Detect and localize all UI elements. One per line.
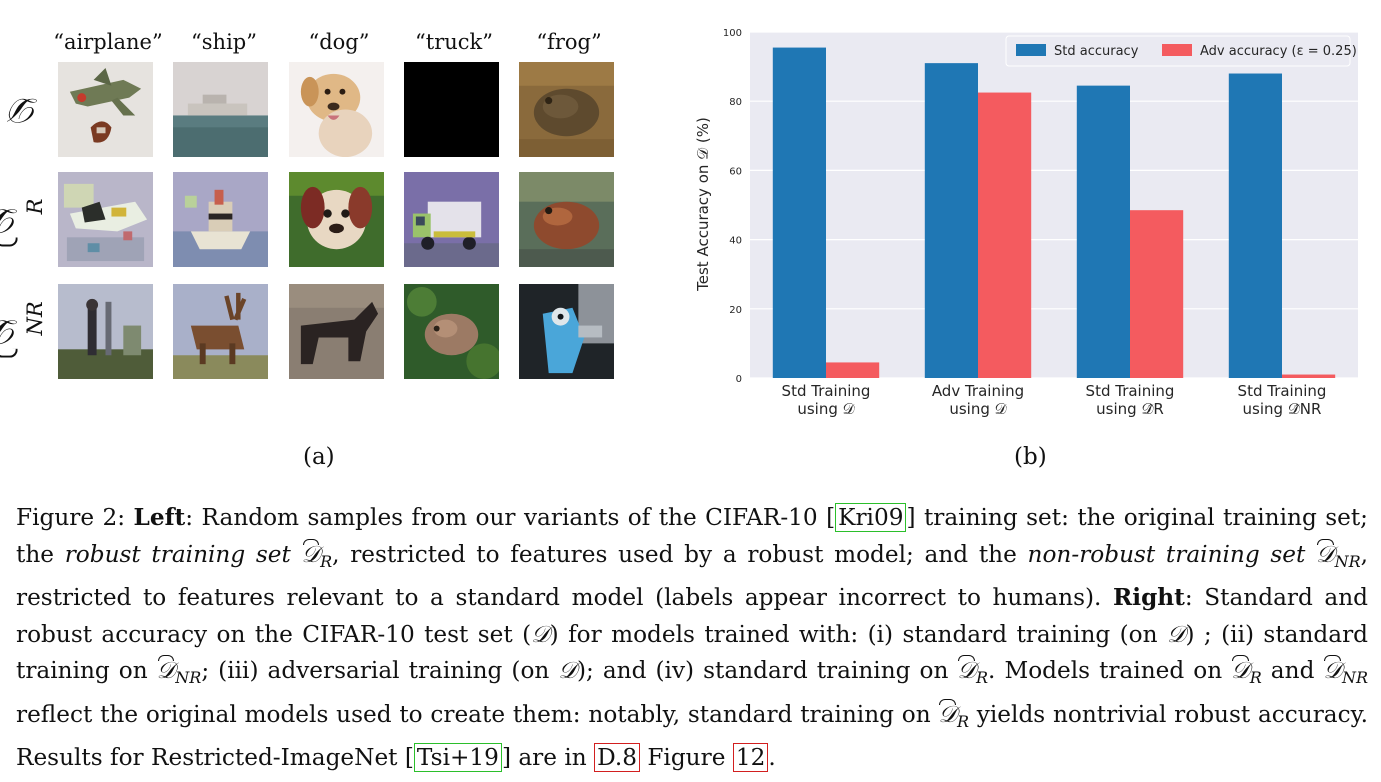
panel-a-sample-grid: “airplane” “ship” “dog” “truck” “frog” 𝒟… [0,0,640,480]
sample-image-original-airplane [58,62,153,157]
column-label-truck: “truck” [415,30,493,54]
sample-image-robust-dog [289,172,384,267]
caption-right-label: Right [1113,584,1185,611]
sample-image-robust-frog [519,172,614,267]
column-label-frog: “frog” [536,30,602,54]
citation-tsi19[interactable]: Tsi+19 [413,743,502,772]
bar-adv-1 [978,92,1032,379]
citation-kri09[interactable]: Kri09 [835,503,907,532]
y-tick-label: 0 [736,374,742,385]
sample-image-original-dog [289,62,384,157]
legend-swatch-std [1016,44,1046,56]
y-axis-label: Test Accuracy on 𝒟 (%) [694,117,712,292]
bar-std-0 [772,47,826,378]
legend-swatch-adv [1162,44,1192,56]
row-label-non-robust: 𝒟NR [0,284,47,379]
ref-appendix-d8[interactable]: D.8 [594,743,640,772]
chart-legend: Std accuracy Adv accuracy (ε = 0.25) [1005,35,1357,67]
caption-fig-number: Figure 2: [16,504,134,531]
sample-image-original-frog [519,62,614,157]
figure-caption: Figure 2: Left: Random samples from our … [16,503,1369,772]
column-label-dog: “dog” [308,30,370,54]
panel-a-caption: (a) [303,444,335,470]
sample-image-robust-ship [173,172,268,267]
bar-std-3 [1228,73,1282,378]
sample-image-non-robust-frog [519,284,614,379]
math-d-hat: 𝒟 [302,537,320,574]
legend-label-adv: Adv accuracy (ε = 0.25) [1200,44,1357,59]
row-label-robust: 𝒟R [0,172,47,267]
y-tick-label: 40 [729,236,742,247]
bar-std-1 [924,63,978,378]
sample-image-non-robust-ship [173,284,268,379]
x-tick-label: using 𝒟 [949,400,1006,418]
sample-image-original-ship [173,62,268,157]
bar-std-2 [1076,85,1130,378]
sample-image-original-truck [404,62,499,157]
bar-adv-0 [826,362,880,378]
bar-adv-2 [1130,210,1184,378]
y-tick-label: 80 [729,97,742,108]
ref-figure-12[interactable]: 12 [732,743,769,772]
x-tick-label: using 𝒟 [797,400,854,418]
x-tick-label: Std Training [782,382,871,400]
column-label-ship: “ship” [191,30,257,54]
x-tick-label: Adv Training [932,382,1024,400]
x-tick-label: Std Training [1238,382,1327,400]
x-tick-label: using 𝒟̂R [1096,400,1164,418]
x-tick-label: Std Training [1086,382,1175,400]
caption-left-label: Left [133,504,186,531]
sample-image-non-robust-dog [289,284,384,379]
y-tick-label: 100 [723,28,742,39]
y-tick-label: 20 [729,305,742,316]
sample-image-non-robust-truck [404,284,499,379]
column-label-airplane: “airplane” [53,30,163,54]
legend-label-std: Std accuracy [1054,44,1139,59]
sample-image-non-robust-airplane [58,284,153,379]
sample-image-robust-truck [404,172,499,267]
y-tick-label: 60 [729,166,742,177]
bar-adv-3 [1282,374,1336,378]
sample-image-robust-airplane [58,172,153,267]
row-label-original: 𝒟 [12,89,40,130]
x-tick-label: using 𝒟̂NR [1243,400,1322,418]
panel-b-caption: (b) [1014,444,1047,470]
